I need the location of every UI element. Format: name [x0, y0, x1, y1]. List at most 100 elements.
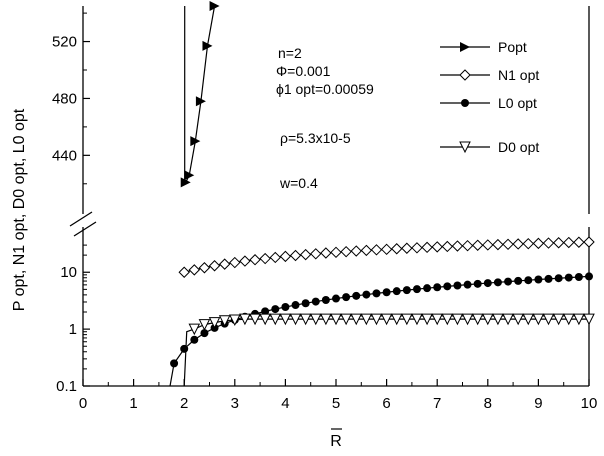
data-point	[198, 319, 211, 331]
annotation-phi1: ϕ1 opt=0.00059	[276, 81, 374, 97]
data-point	[492, 238, 504, 251]
data-point	[261, 307, 270, 316]
data-point	[441, 240, 454, 253]
y-tick-label: 10	[60, 264, 77, 281]
data-point	[291, 301, 300, 310]
data-point	[492, 313, 504, 326]
data-point	[562, 313, 575, 326]
data-point	[281, 302, 290, 311]
annotation-rho: ρ=5.3x10-5	[280, 130, 351, 146]
data-point	[443, 282, 452, 291]
data-point	[218, 315, 231, 327]
x-tick-label: 4	[281, 395, 289, 412]
data-point	[269, 313, 282, 326]
data-point	[431, 241, 443, 253]
data-point	[463, 280, 472, 289]
data-point	[401, 242, 413, 254]
data-point	[392, 287, 401, 296]
data-point	[289, 249, 302, 262]
annotation-n: n=2	[278, 45, 302, 61]
legend-label: Popt	[498, 39, 527, 55]
data-point	[188, 323, 201, 336]
data-point	[239, 255, 251, 267]
data-point	[471, 313, 484, 326]
data-point	[310, 248, 322, 260]
data-point	[249, 254, 261, 266]
data-point	[301, 299, 310, 308]
y-tick-label: 520	[52, 34, 77, 51]
data-point	[502, 238, 514, 251]
data-point	[370, 244, 383, 256]
annotation-phi: Φ=0.001	[276, 63, 331, 79]
data-point	[585, 272, 593, 281]
series-line	[184, 5, 216, 183]
series-2	[169, 272, 593, 387]
data-point	[340, 245, 352, 258]
data-point	[552, 237, 565, 249]
data-point	[471, 239, 484, 251]
data-point	[372, 289, 381, 298]
data-point	[534, 275, 543, 284]
data-point	[360, 244, 373, 257]
data-point	[453, 281, 462, 290]
data-point	[473, 279, 482, 288]
legend-marker	[459, 69, 471, 81]
data-point	[228, 314, 241, 327]
axis-titles: R P opt, N1 opt, D0 opt, L0 opt	[11, 108, 342, 450]
x-axis-title: R	[330, 433, 342, 450]
data-point	[208, 260, 221, 272]
data-point	[271, 305, 280, 314]
data-point	[583, 313, 595, 326]
data-point	[208, 317, 221, 329]
x-tick-label: 10	[581, 395, 598, 412]
data-point	[483, 279, 492, 288]
legend-marker	[459, 141, 471, 154]
data-point	[451, 313, 464, 326]
data-point	[390, 313, 403, 326]
legend: Popt N1 opt L0 opt D0 opt	[440, 39, 539, 155]
data-point	[188, 264, 201, 276]
data-point	[279, 250, 292, 263]
data-point	[573, 236, 585, 248]
y-tick-label: 440	[52, 147, 77, 164]
data-point	[218, 258, 231, 270]
data-point	[542, 237, 555, 249]
data-point	[340, 313, 352, 326]
annotation-w: w=0.4	[279, 175, 318, 191]
data-point	[401, 313, 413, 326]
data-point	[451, 240, 464, 252]
data-point	[564, 273, 573, 282]
data-point	[512, 313, 524, 326]
data-point	[184, 170, 195, 181]
data-point	[552, 313, 565, 326]
data-point	[362, 290, 371, 299]
legend-label: D0 opt	[498, 139, 539, 155]
data-point	[481, 313, 494, 326]
data-point	[332, 294, 340, 303]
data-point	[563, 236, 575, 249]
data-point	[411, 242, 423, 254]
y-tick-label: 0.1	[56, 378, 77, 395]
data-point	[279, 313, 292, 326]
data-point	[482, 239, 494, 251]
data-point	[532, 313, 545, 326]
data-point	[170, 359, 179, 368]
data-point	[259, 313, 271, 326]
data-point	[421, 313, 433, 326]
data-point	[524, 276, 533, 285]
data-point	[433, 283, 442, 292]
data-point	[320, 247, 332, 259]
data-point	[200, 329, 209, 338]
x-tick-label: 9	[534, 395, 542, 412]
series-0	[180, 1, 220, 188]
data-point	[380, 313, 393, 326]
x-tick-label: 3	[231, 395, 239, 412]
data-point	[504, 277, 513, 286]
axis-break-mark	[69, 211, 93, 227]
data-point	[574, 272, 583, 281]
x-tick-label: 0	[79, 395, 87, 412]
x-tick-label: 7	[433, 395, 441, 412]
data-point	[423, 284, 432, 293]
data-point	[311, 297, 320, 306]
